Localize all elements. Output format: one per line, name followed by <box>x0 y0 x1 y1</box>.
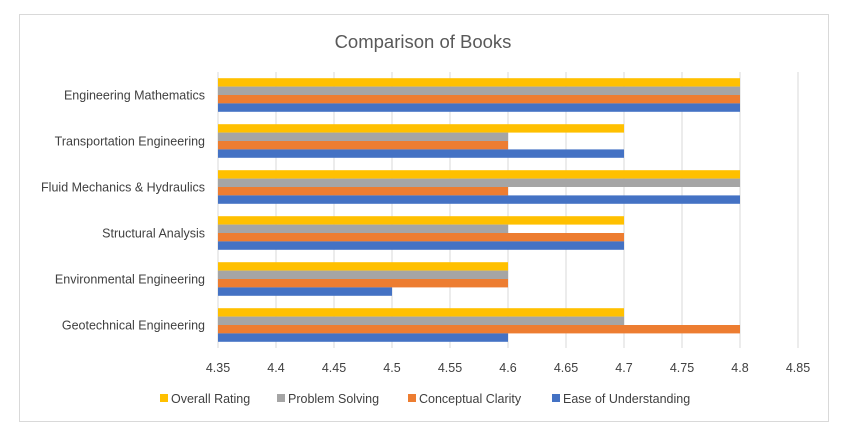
legend: Overall Rating Problem Solving Conceptual … <box>160 392 690 406</box>
bar-ease-of-understanding <box>218 149 624 158</box>
category-label: Structural Analysis <box>102 227 205 241</box>
bar-problem-solving <box>218 316 624 325</box>
x-tick-label: 4.7 <box>615 361 632 375</box>
bar-overall-rating <box>218 170 740 179</box>
bar-conceptual-clarity <box>218 325 740 334</box>
legend-label: Overall Rating <box>171 392 250 406</box>
legend-swatch <box>160 394 168 402</box>
legend-swatch <box>552 394 560 402</box>
category-label: Engineering Mathematics <box>64 89 205 103</box>
x-axis-ticks: 4.35 4.4 4.45 4.5 4.55 4.6 4.65 4.7 4.75 4.8 4.85 <box>206 361 810 375</box>
x-tick-label: 4.8 <box>731 361 748 375</box>
legend-swatch <box>408 394 416 402</box>
bar-problem-solving <box>218 178 740 187</box>
category-label: Fluid Mechanics & Hydraulics <box>41 181 205 195</box>
category-label: Geotechnical Engineering <box>62 319 205 333</box>
x-tick-label: 4.75 <box>670 361 694 375</box>
category-label: Transportation Engineering <box>55 135 205 149</box>
bar-problem-solving <box>218 270 508 279</box>
bar-conceptual-clarity <box>218 187 508 196</box>
bar-overall-rating <box>218 78 740 87</box>
bar-ease-of-understanding <box>218 287 392 296</box>
category-labels: Engineering Mathematics Transportation En… <box>41 89 205 333</box>
bar-ease-of-understanding <box>218 241 624 250</box>
bar-conceptual-clarity <box>218 141 508 150</box>
x-tick-label: 4.6 <box>499 361 516 375</box>
bar-overall-rating <box>218 124 624 133</box>
legend-label: Conceptual Clarity <box>419 392 522 406</box>
bar-overall-rating <box>218 308 624 317</box>
bar-overall-rating <box>218 262 508 271</box>
bar-problem-solving <box>218 132 508 141</box>
legend-label: Problem Solving <box>288 392 379 406</box>
bar-conceptual-clarity <box>218 279 508 288</box>
bars <box>218 78 740 342</box>
bar-conceptual-clarity <box>218 95 740 104</box>
bar-overall-rating <box>218 216 624 225</box>
chart-title: Comparison of Books <box>335 31 512 52</box>
x-tick-label: 4.65 <box>554 361 578 375</box>
x-tick-label: 4.35 <box>206 361 230 375</box>
bar-conceptual-clarity <box>218 233 624 242</box>
x-tick-label: 4.85 <box>786 361 810 375</box>
x-tick-label: 4.5 <box>383 361 400 375</box>
bar-ease-of-understanding <box>218 195 740 204</box>
bar-problem-solving <box>218 86 740 95</box>
legend-swatch <box>277 394 285 402</box>
category-label: Environmental Engineering <box>55 273 205 287</box>
bar-ease-of-understanding <box>218 333 508 342</box>
bar-problem-solving <box>218 224 508 233</box>
legend-label: Ease of Understanding <box>563 392 690 406</box>
x-tick-label: 4.45 <box>322 361 346 375</box>
x-tick-label: 4.4 <box>267 361 284 375</box>
bar-ease-of-understanding <box>218 103 740 112</box>
x-tick-label: 4.55 <box>438 361 462 375</box>
gridlines <box>217 72 799 348</box>
